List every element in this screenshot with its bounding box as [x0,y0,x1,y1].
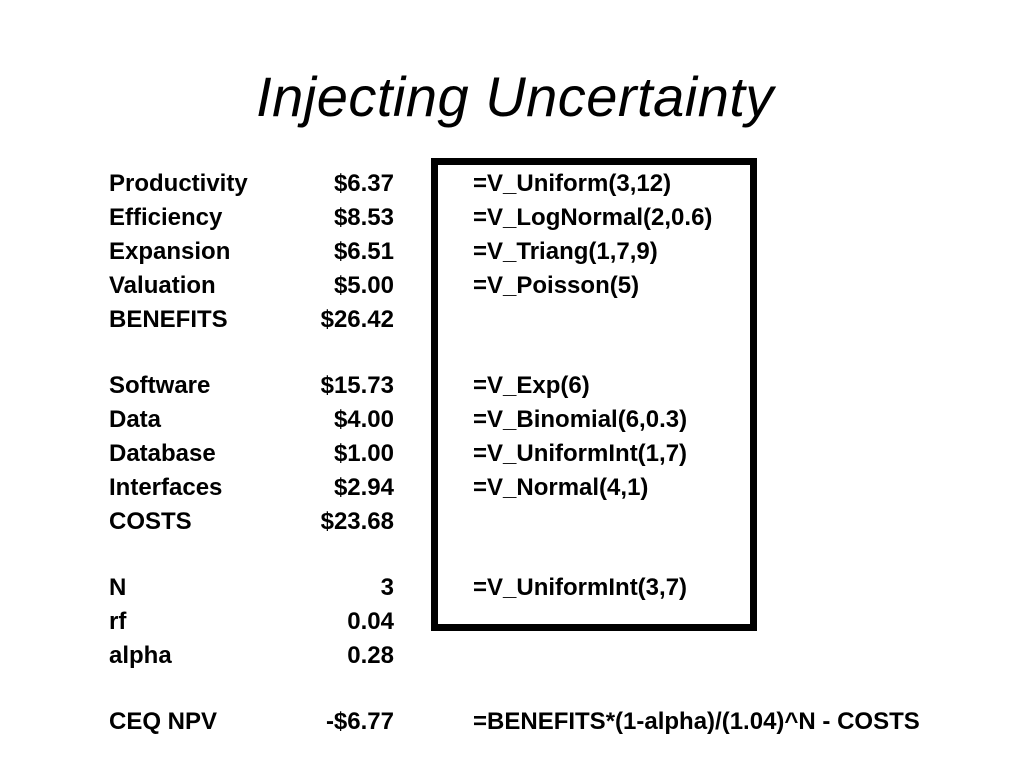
row-formula: =V_UniformInt(3,7) [473,574,688,601]
result-label: CEQ NPV [109,708,218,735]
row-value: $8.53 [333,204,394,231]
row-label: Efficiency [109,204,223,231]
row-formula: =V_Uniform(3,12) [473,170,672,197]
total-value: $23.68 [320,508,394,535]
row-label: alpha [109,642,172,669]
row-label: Software [109,372,211,399]
total-label: BENEFITS [109,306,228,333]
row-formula: =V_Poisson(5) [473,272,640,299]
formula-highlight-box [431,158,757,631]
row-label: rf [109,608,127,635]
row-value: $15.73 [320,372,394,399]
row-label: Data [109,406,162,433]
row-label: Productivity [109,170,248,197]
row-label: Interfaces [109,474,223,501]
row-value: $2.94 [333,474,394,501]
row-formula: =V_UniformInt(1,7) [473,440,688,467]
result-value: -$6.77 [325,708,394,735]
row-formula: =V_Normal(4,1) [473,474,649,501]
row-value: $4.00 [333,406,394,433]
total-label: COSTS [109,508,192,535]
row-formula: =V_LogNormal(2,0.6) [473,204,713,231]
row-label: Expansion [109,238,231,265]
row-formula: =V_Exp(6) [473,372,590,399]
row-value: $1.00 [333,440,394,467]
row-value: 0.04 [347,608,394,635]
row-value: $6.51 [333,238,394,265]
row-formula: =V_Triang(1,7,9) [473,238,658,265]
row-label: Valuation [109,272,216,299]
row-value: 0.28 [347,642,394,669]
row-value: 3 [380,574,394,601]
row-label: N [109,574,127,601]
row-formula: =V_Binomial(6,0.3) [473,406,688,433]
row-label: Database [109,440,216,467]
slide-title: Injecting Uncertainty [256,65,774,128]
row-value: $5.00 [333,272,394,299]
total-value: $26.42 [320,306,394,333]
row-value: $6.37 [333,170,394,197]
result-formula: =BENEFITS*(1-alpha)/(1.04)^N - COSTS [473,708,920,735]
